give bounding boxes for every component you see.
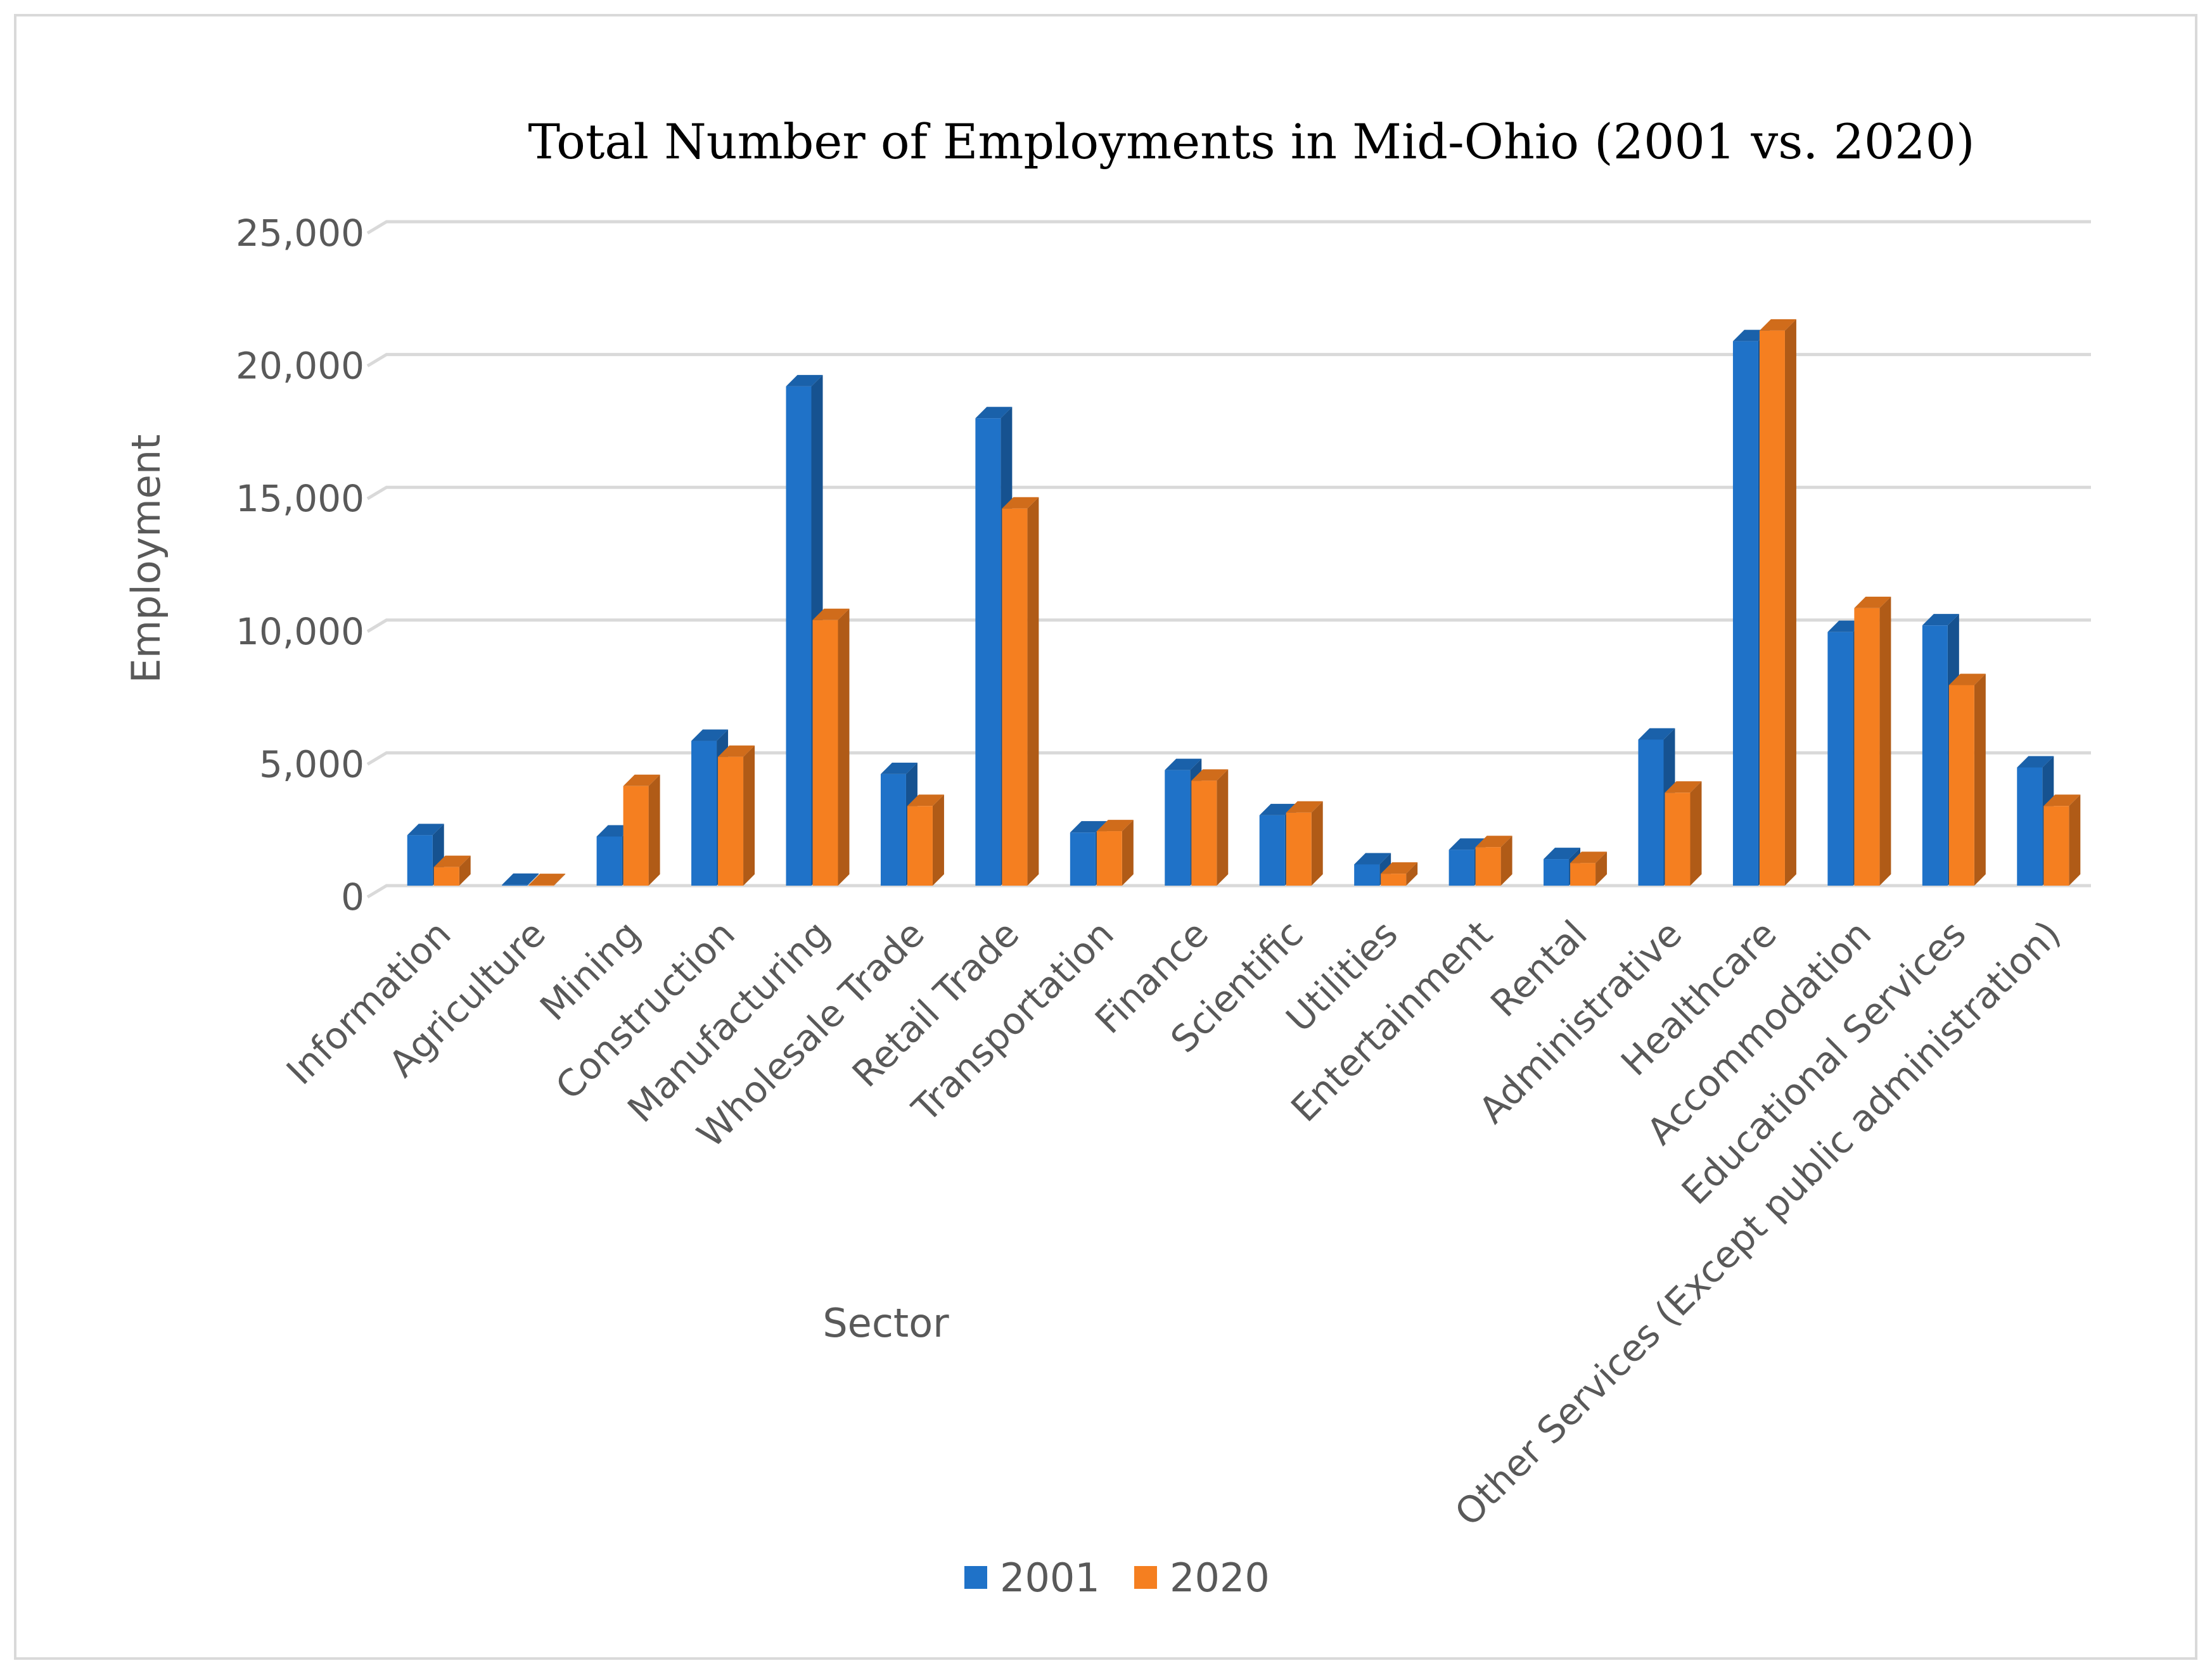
gridline bbox=[366, 751, 2091, 766]
bar-2020 bbox=[907, 794, 944, 886]
bars bbox=[407, 319, 2081, 886]
gridline bbox=[366, 485, 2091, 500]
bar-2020 bbox=[528, 874, 566, 886]
bar-2020 bbox=[1381, 862, 1418, 886]
legend-label-2001: 2001 bbox=[1000, 1555, 1100, 1601]
x-axis-title: Sector bbox=[822, 1300, 949, 1346]
y-tick-label: 10,000 bbox=[236, 610, 364, 653]
bar-2020 bbox=[1665, 781, 1702, 886]
bar-2001 bbox=[1354, 853, 1391, 886]
bar-2020 bbox=[623, 774, 660, 886]
gridline bbox=[366, 884, 2091, 899]
gridline bbox=[366, 353, 2091, 367]
bar-2020 bbox=[1286, 801, 1323, 886]
legend-label-2020: 2020 bbox=[1170, 1555, 1270, 1601]
bar-2020 bbox=[1570, 851, 1608, 886]
bar-2020 bbox=[1096, 820, 1134, 886]
bar-2020 bbox=[1191, 769, 1229, 886]
x-tick-label: Information bbox=[278, 912, 459, 1093]
gridline bbox=[366, 220, 2091, 235]
y-tick-label: 0 bbox=[341, 876, 364, 919]
bar-2020 bbox=[2043, 794, 2081, 886]
bar-2020 bbox=[1759, 319, 1796, 886]
bar-2020 bbox=[812, 608, 850, 886]
legend: 2001 2020 bbox=[964, 1555, 1270, 1601]
bar-2020 bbox=[433, 855, 471, 886]
y-axis-ticks: 0 5,000 10,000 15,000 20,000 25,000 bbox=[236, 212, 364, 919]
y-tick-label: 15,000 bbox=[236, 477, 364, 520]
x-axis-ticks: InformationAgricultureMiningConstruction… bbox=[278, 912, 2069, 1534]
bar-2020 bbox=[1475, 836, 1512, 886]
bar-2020 bbox=[718, 745, 755, 886]
bar-2020 bbox=[1002, 497, 1039, 886]
bar-2020 bbox=[1854, 596, 1891, 886]
bar-2020 bbox=[1948, 673, 1986, 886]
y-tick-label: 25,000 bbox=[236, 212, 364, 255]
bar-2001 bbox=[407, 824, 444, 886]
y-axis-title: Employment bbox=[123, 435, 169, 684]
gridlines bbox=[366, 220, 2091, 899]
gridline bbox=[366, 618, 2091, 633]
bar-2001 bbox=[502, 873, 539, 886]
y-tick-label: 5,000 bbox=[259, 742, 364, 786]
legend-swatch-2020 bbox=[1134, 1566, 1157, 1589]
y-tick-label: 20,000 bbox=[236, 345, 364, 388]
legend-swatch-2001 bbox=[964, 1566, 987, 1589]
chart-title: Total Number of Employments in Mid-Ohio … bbox=[528, 113, 1974, 170]
